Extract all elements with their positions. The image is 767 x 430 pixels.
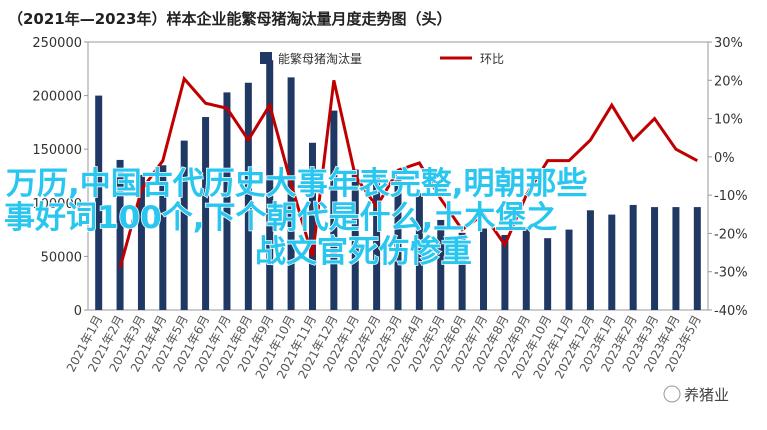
watermark-icon (663, 385, 681, 403)
overlay-text: 战文官死伤惨重 (255, 234, 472, 270)
y2-tick-label: 0% (714, 151, 735, 166)
y2-tick-label: 10% (714, 113, 743, 128)
legend-label: 环比 (480, 52, 504, 66)
bar (415, 193, 423, 310)
y-tick-label: 200000 (32, 90, 82, 105)
bar (608, 214, 616, 310)
y-tick-label: 100000 (32, 197, 82, 212)
y-tick-label: 150000 (32, 143, 82, 158)
y2-tick-label: -20% (714, 227, 748, 242)
bar (693, 207, 701, 310)
y-tick-label: 50000 (41, 250, 82, 265)
bar (308, 142, 316, 310)
bar (244, 82, 252, 311)
bar (180, 140, 188, 310)
bar (330, 110, 338, 310)
bar (586, 210, 594, 310)
y-tick-label: 0 (74, 304, 82, 319)
bar (373, 178, 381, 310)
bar (266, 60, 274, 310)
bar (565, 229, 573, 310)
chart-title: （2021年—2023年）样本企业能繁母猪淘汰量月度走势图（头） (8, 10, 452, 28)
bar (223, 92, 231, 310)
bar (437, 219, 445, 310)
y2-tick-label: 30% (714, 36, 743, 51)
bar (351, 169, 359, 310)
bar (480, 228, 488, 310)
bar (95, 95, 103, 310)
bar (394, 180, 402, 310)
overlay-text: 万历,中国古代历史大事年表完整,明朝那些 (6, 166, 588, 202)
bar (672, 207, 680, 310)
y2-tick-label: -10% (714, 189, 748, 204)
bar (287, 77, 295, 310)
y-tick-label: 250000 (32, 36, 82, 51)
legend-label: 能繁母猪淘汰量 (278, 51, 362, 66)
bar (522, 228, 530, 310)
watermark: 养猪业 (684, 386, 729, 404)
y2-tick-label: -40% (714, 304, 748, 319)
line (118, 75, 699, 269)
bar (202, 117, 210, 310)
overlay-text: 事好词100个,下个朝代是什么,土木堡之 (4, 200, 557, 236)
bar (458, 232, 466, 310)
bar (629, 204, 637, 310)
y2-tick-label: -30% (714, 266, 748, 281)
legend-swatch (260, 52, 272, 64)
y2-tick-label: 20% (714, 74, 743, 89)
bar (651, 207, 659, 310)
bar (137, 174, 145, 310)
bar (116, 159, 124, 310)
bar (159, 165, 167, 310)
bar (544, 238, 552, 310)
bar (501, 234, 509, 310)
